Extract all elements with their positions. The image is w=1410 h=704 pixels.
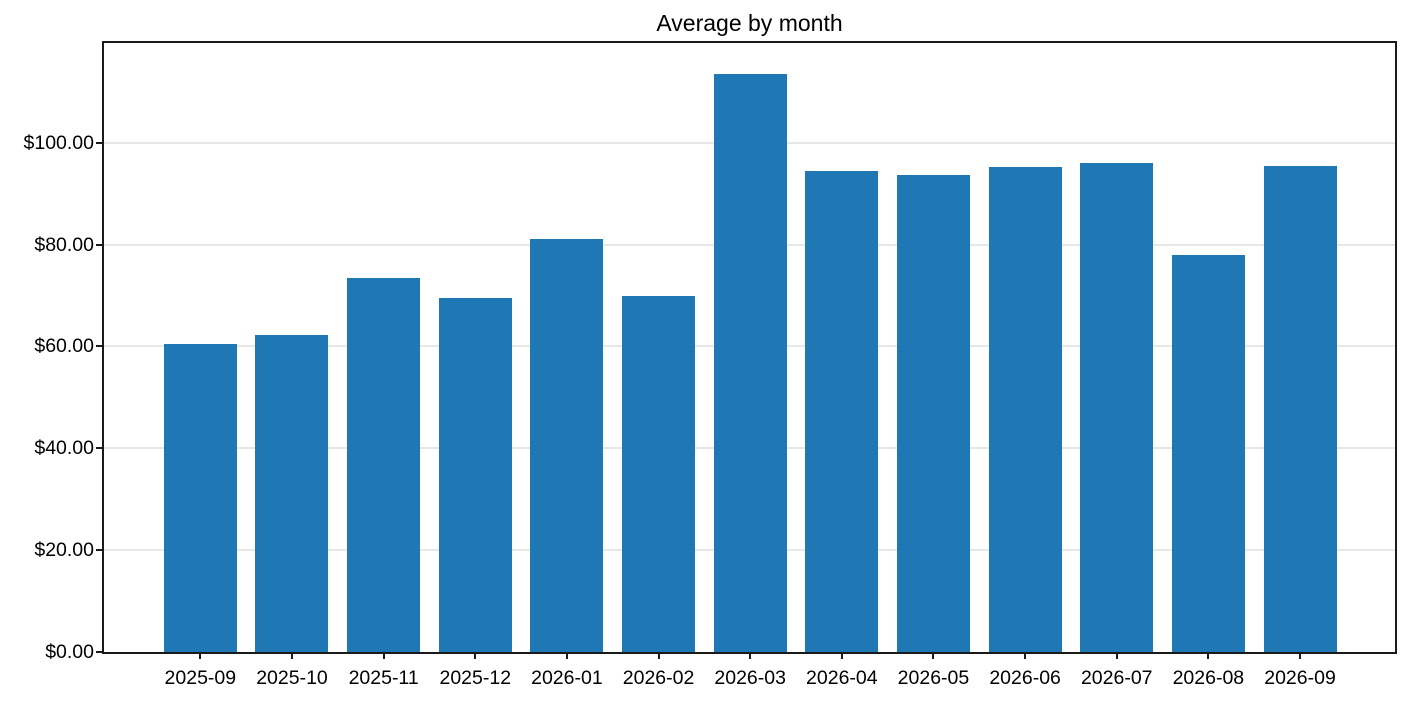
x-tick-label: 2026-08 (1172, 667, 1245, 689)
bar-2026-09 (1263, 165, 1337, 652)
x-tick-mark (382, 653, 385, 659)
bar-2026-04 (805, 170, 879, 652)
x-tick-label: 2026-06 (989, 667, 1061, 689)
x-tick-label: 2026-09 (1264, 667, 1336, 689)
y-tick-mark (96, 345, 102, 348)
y-tick-label: $40.00 (34, 437, 94, 460)
bar-2026-08 (1171, 254, 1245, 652)
y-tick-mark (96, 651, 102, 653)
x-tick-label: 2026-02 (622, 667, 695, 689)
y-tick-label: $60.00 (34, 335, 94, 358)
x-tick-mark (1207, 653, 1210, 659)
x-tick-mark (199, 653, 202, 659)
bar-2026-02 (622, 296, 696, 652)
x-tick-label: 2026-01 (531, 667, 603, 689)
bar-2026-07 (1080, 163, 1154, 652)
bar-2026-06 (988, 167, 1062, 652)
x-tick-label: 2026-03 (714, 667, 786, 689)
x-tick-label: 2025-10 (256, 667, 328, 689)
x-tick-mark (565, 653, 568, 659)
bar-2025-09 (163, 343, 237, 652)
y-tick-label: $0.00 (45, 641, 94, 663)
x-tick-mark (657, 653, 660, 659)
y-tick-mark (96, 141, 102, 144)
bar-2026-01 (530, 239, 604, 652)
bar-2026-03 (713, 74, 787, 652)
x-tick-label: 2025-12 (439, 667, 512, 689)
x-tick-mark (932, 653, 935, 659)
bar-2025-11 (347, 277, 421, 652)
x-tick-label: 2026-07 (1080, 667, 1153, 689)
x-tick-mark (1299, 653, 1302, 659)
y-tick-mark (96, 549, 102, 552)
y-tick-mark (96, 243, 102, 246)
x-tick-label: 2025-11 (348, 667, 419, 689)
chart-title: Average by month (656, 10, 843, 36)
y-tick-label: $100.00 (23, 131, 95, 154)
y-tick-label: $20.00 (34, 539, 94, 562)
x-tick-mark (1115, 653, 1118, 659)
y-tick-label: $80.00 (34, 233, 94, 256)
bar-2025-10 (255, 334, 329, 652)
bar-2025-12 (438, 297, 512, 652)
bar-2026-05 (896, 174, 970, 652)
x-tick-mark (840, 653, 843, 659)
x-tick-mark (1024, 653, 1027, 659)
plot-area (104, 43, 1395, 652)
x-tick-label: 2026-04 (806, 667, 878, 689)
x-tick-mark (474, 653, 477, 659)
y-tick-mark (96, 447, 102, 450)
x-tick-label: 2025-09 (164, 667, 237, 689)
x-tick-mark (749, 653, 752, 659)
x-tick-mark (290, 653, 293, 659)
x-tick-label: 2026-05 (897, 667, 970, 689)
